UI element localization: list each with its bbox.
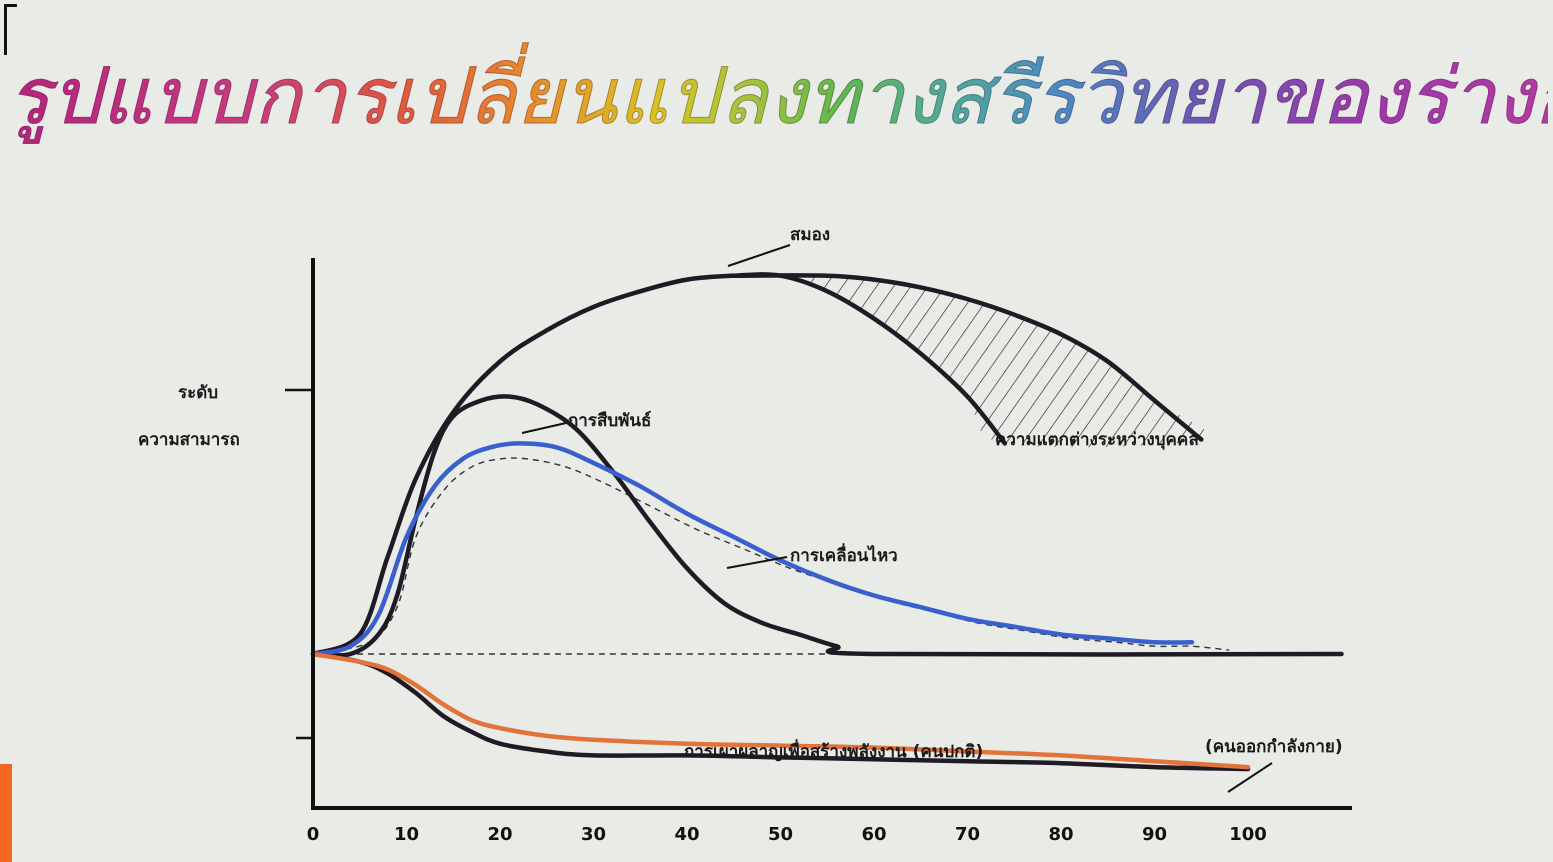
label-metabolism-exercise: (คนออกกำลังกาย): [1205, 737, 1343, 757]
series-individual-difference: [731, 273, 1204, 442]
x-tick-label: 70: [955, 824, 980, 845]
label-metabolism-normal: การเผาผลาญเพื่อสร้างพลังงาน (คนปกติ): [684, 739, 983, 762]
label-reproduction: การสืบพันธ์: [568, 410, 651, 431]
ylabel-line-1: ระดับ: [178, 383, 218, 403]
pointer-reproduction: [521, 422, 567, 434]
x-tick-label: 40: [674, 824, 699, 845]
reference-dashed-curve: [312, 457, 1230, 655]
pointer-brain: [727, 244, 791, 267]
orange-side-block: [0, 764, 12, 862]
corner-bracket: [4, 4, 17, 55]
individual-difference-hatch: [733, 274, 1208, 448]
series-reproduction: [310, 394, 1344, 658]
pointer-exercise: [1227, 762, 1273, 793]
x-tick-label: 100: [1229, 824, 1267, 845]
x-tick-label: 90: [1142, 824, 1167, 845]
chart-title: รูปแบบการเปลี่ยนแปลงทางสรีรวิทยาของร่างก…: [8, 42, 1548, 152]
label-individual-difference: ความแตกต่างระหว่างบุคคล: [995, 430, 1199, 450]
series-brain: [310, 272, 1008, 657]
series-metabolism-normal: [310, 651, 1251, 772]
x-tick-label: 80: [1048, 824, 1073, 845]
x-tick-label: 10: [394, 824, 419, 845]
label-brain: สมอง: [790, 225, 830, 245]
series-movement: [310, 441, 1195, 657]
x-tick-label: 50: [768, 824, 793, 845]
x-tick-label: 0: [307, 824, 320, 845]
x-tick-label: 60: [861, 824, 886, 845]
ylabel-line-2: ความสามารถ: [138, 430, 240, 450]
series-metabolism-exercise: [310, 651, 1251, 770]
label-movement: การเคลื่อนไหว: [790, 543, 898, 566]
pointer-movement: [726, 556, 788, 569]
x-tick-label: 20: [487, 824, 512, 845]
x-tick-label: 30: [581, 824, 606, 845]
